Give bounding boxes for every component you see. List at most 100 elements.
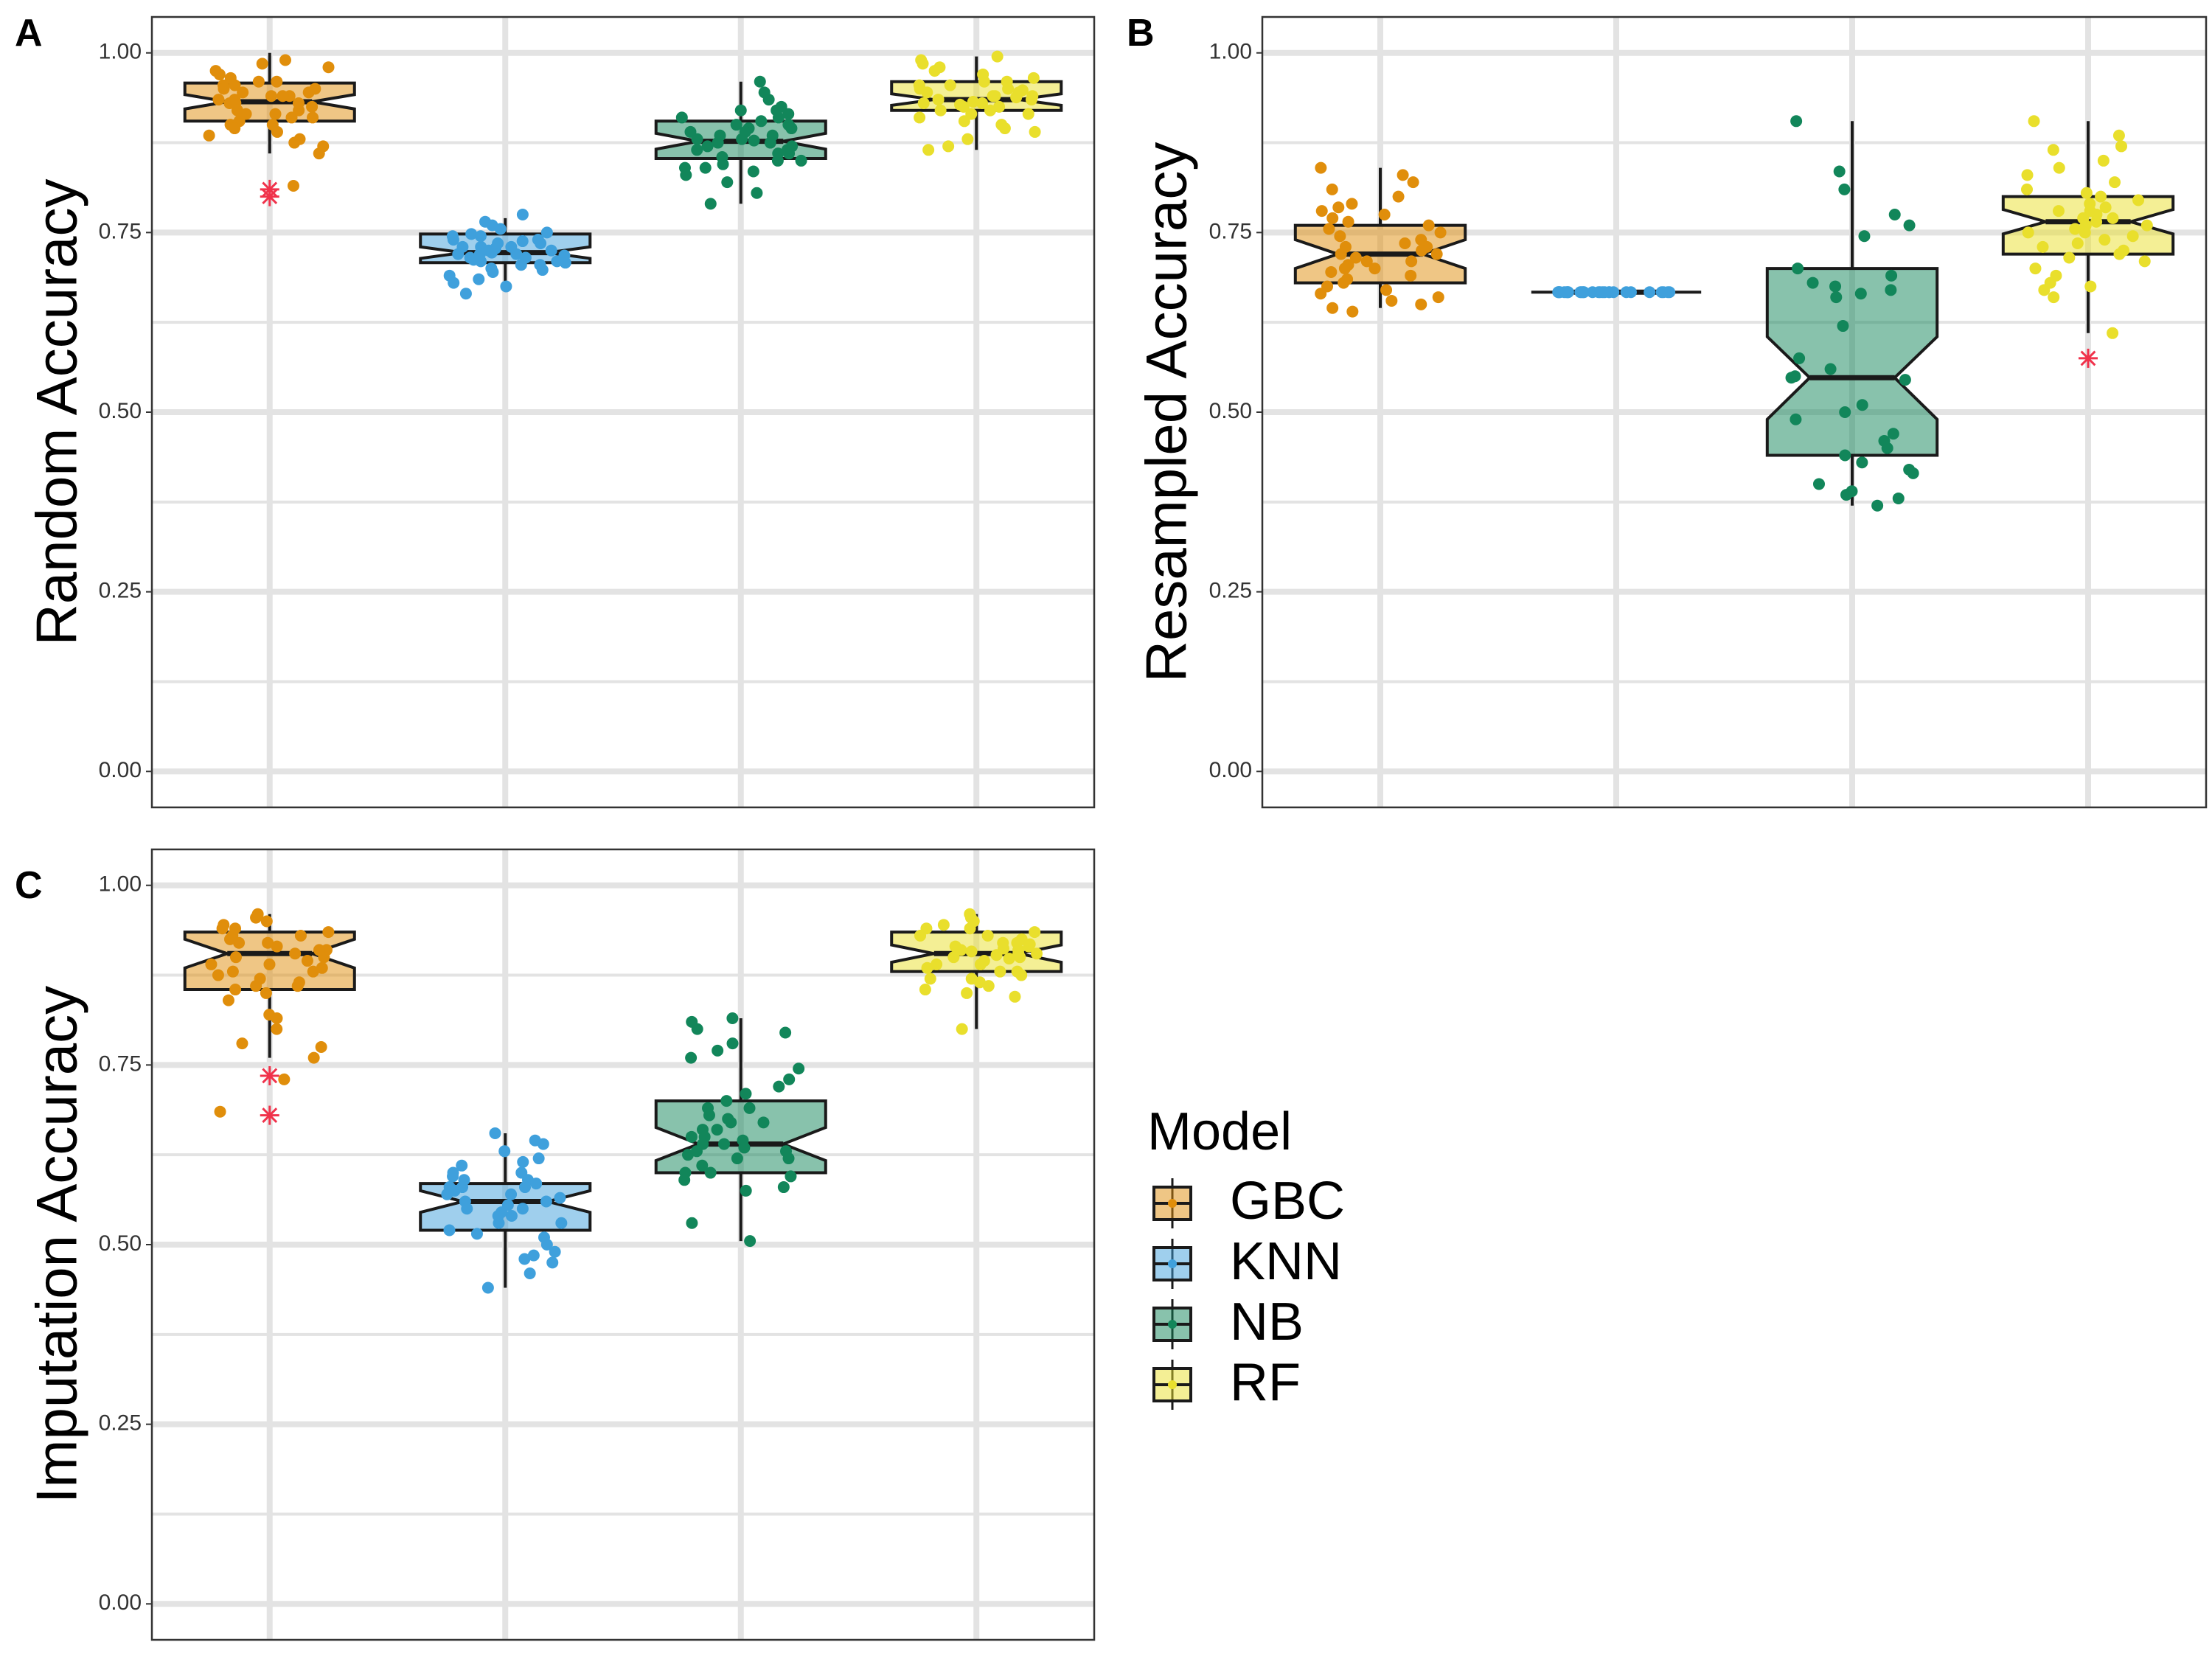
panel-b: B Resampled Accuracy 0.00 0.25 0.50 0.75 1.00	[1127, 12, 2208, 809]
data-point	[982, 980, 995, 992]
data-point	[974, 958, 987, 970]
data-point	[2113, 248, 2126, 260]
data-point	[2109, 176, 2121, 189]
data-point	[2132, 194, 2145, 206]
data-point	[1644, 286, 1656, 299]
data-point	[1829, 280, 1842, 293]
data-point	[545, 244, 557, 257]
data-point	[1326, 302, 1339, 314]
data-point	[551, 255, 563, 268]
data-point	[302, 86, 315, 99]
data-point	[546, 1256, 559, 1269]
data-point	[2022, 226, 2034, 239]
data-point	[2037, 240, 2049, 253]
data-point	[212, 969, 224, 981]
data-point	[1856, 399, 1868, 411]
y-tick-label: 0.50	[99, 399, 142, 423]
data-point	[691, 1023, 703, 1035]
data-point	[720, 1095, 733, 1107]
data-point	[233, 936, 246, 949]
data-point	[1001, 75, 1013, 88]
data-point	[492, 1210, 504, 1222]
data-point	[944, 79, 956, 91]
outlier-marker	[2079, 348, 2098, 368]
data-point	[1325, 265, 1338, 278]
data-point	[1012, 86, 1025, 99]
data-point	[2098, 234, 2111, 246]
data-point	[751, 187, 763, 199]
y-tick-label: 0.25	[1209, 579, 1252, 603]
data-point	[1881, 442, 1893, 454]
data-point	[301, 955, 313, 967]
data-point	[2028, 115, 2040, 128]
data-point	[965, 945, 978, 958]
data-point	[699, 161, 712, 174]
data-point	[686, 1217, 698, 1229]
data-point	[1349, 251, 1362, 264]
data-point	[712, 1044, 724, 1057]
data-point	[1793, 352, 1806, 364]
data-point	[712, 136, 724, 149]
data-point	[2069, 223, 2081, 235]
legend-key-point	[1168, 1199, 1177, 1208]
data-point	[505, 240, 518, 253]
data-point	[1029, 125, 1041, 138]
data-point	[757, 1116, 770, 1129]
data-point	[1315, 161, 1327, 174]
data-point	[285, 111, 298, 124]
legend-item-nb: NB	[1152, 1293, 1304, 1352]
box-gbc	[1293, 161, 1467, 318]
data-point	[764, 136, 776, 149]
data-point	[994, 965, 1006, 978]
data-point	[1790, 115, 1803, 128]
data-point	[229, 984, 242, 996]
legend-key-point	[1168, 1320, 1177, 1329]
data-point	[993, 100, 1006, 113]
data-point	[957, 100, 970, 113]
data-point	[726, 1012, 739, 1025]
legend-key-point	[1168, 1380, 1177, 1389]
legend-label: KNN	[1230, 1232, 1342, 1291]
data-point	[2107, 327, 2119, 339]
data-point	[2099, 201, 2112, 214]
data-point	[1892, 492, 1905, 504]
data-point	[475, 255, 487, 268]
data-point	[516, 209, 529, 220]
y-tick-label: 0.75	[99, 1051, 142, 1076]
data-point	[216, 922, 229, 935]
data-point	[782, 1152, 795, 1165]
data-point	[931, 958, 943, 970]
y-tick-label: 1.00	[99, 872, 142, 897]
data-point	[1833, 165, 1846, 178]
data-point	[465, 228, 478, 240]
panel-label: A	[15, 12, 43, 55]
data-point	[313, 147, 325, 160]
data-point	[481, 1281, 494, 1294]
data-point	[536, 264, 549, 276]
data-point	[755, 115, 768, 128]
data-point	[252, 75, 265, 88]
data-point	[461, 1203, 473, 1215]
data-point	[771, 104, 783, 116]
data-point	[1326, 212, 1339, 224]
data-point	[1655, 286, 1668, 299]
data-point	[555, 1217, 568, 1229]
data-point	[2021, 183, 2034, 195]
data-point	[456, 1159, 468, 1172]
data-point	[675, 111, 688, 124]
data-point	[981, 929, 994, 942]
data-point	[1792, 262, 1804, 275]
legend-label: GBC	[1230, 1172, 1345, 1231]
y-axis-title: Imputation Accuracy	[24, 986, 89, 1503]
data-point	[1380, 284, 1393, 296]
data-point	[441, 1188, 453, 1200]
data-point	[1011, 936, 1023, 949]
outlier-marker	[260, 1065, 279, 1085]
data-point	[1407, 176, 1419, 189]
box-nb	[654, 75, 827, 210]
box-gbc	[183, 908, 356, 1125]
panel-border	[1261, 15, 2208, 809]
data-point	[748, 134, 760, 147]
data-point	[260, 987, 272, 999]
data-point	[236, 1037, 248, 1050]
